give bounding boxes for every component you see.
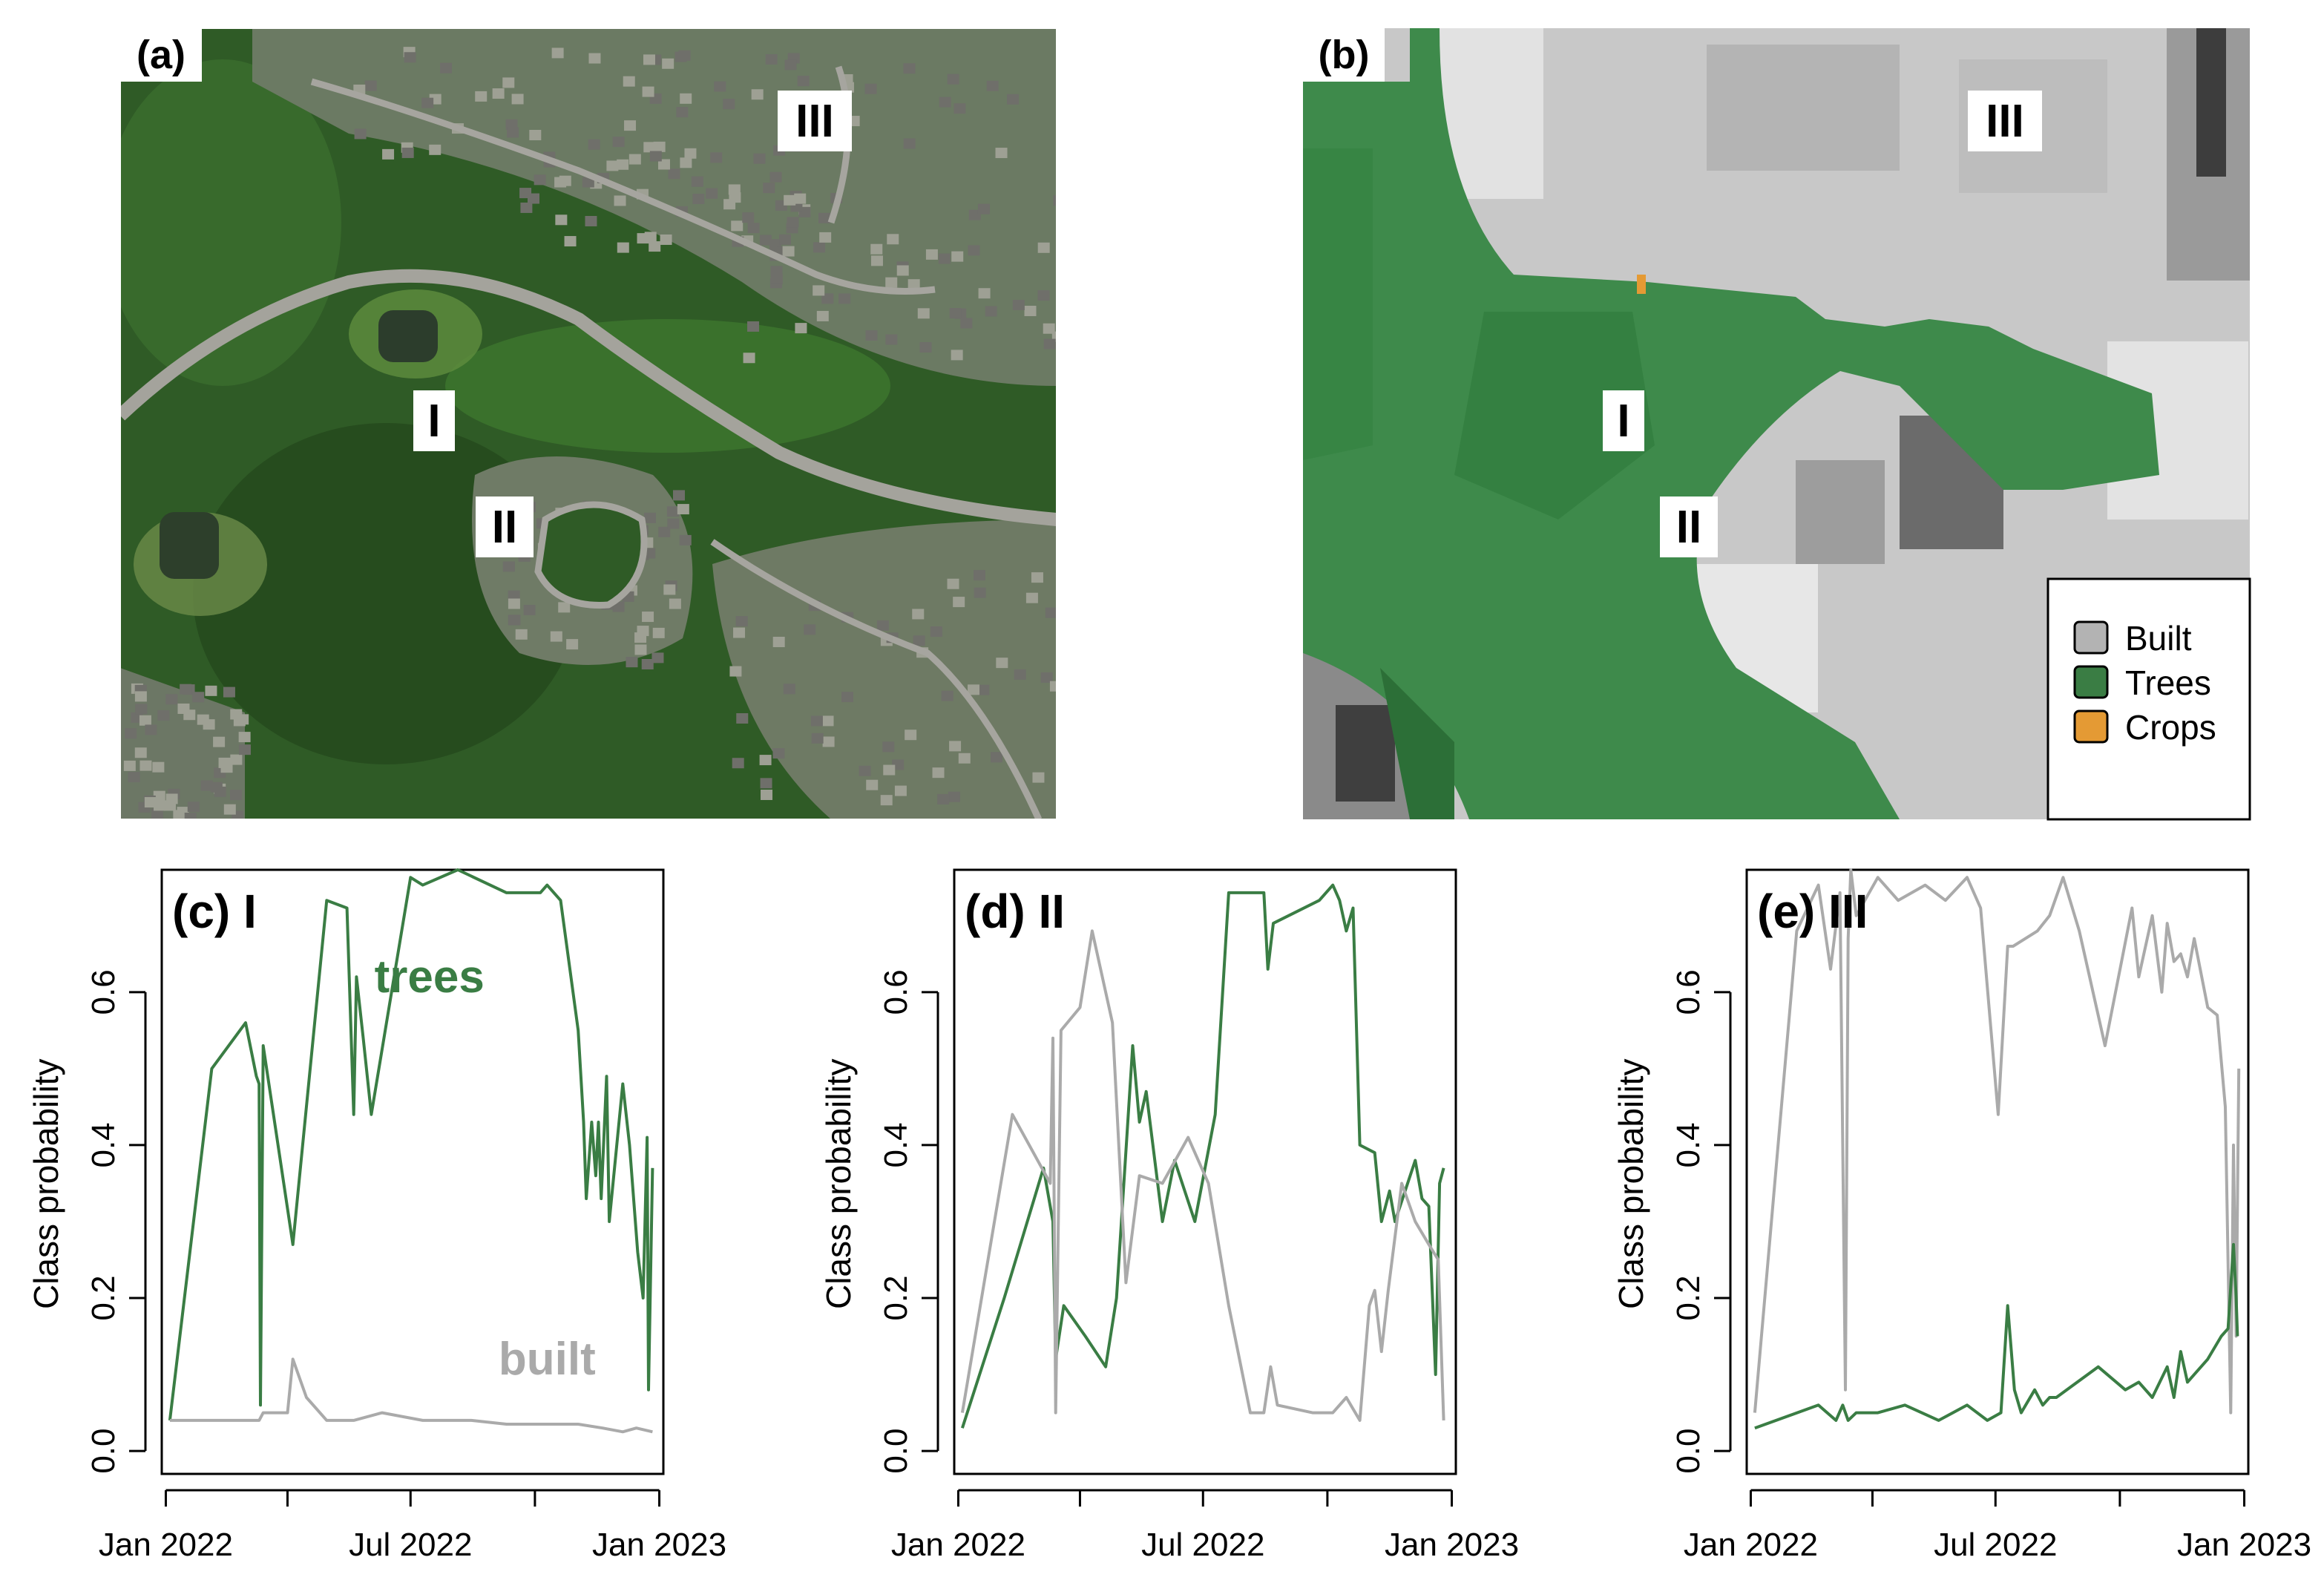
- series-line-trees: [168, 868, 654, 1421]
- chart-frame: [1745, 868, 2250, 1475]
- y-axis-label: Class probability: [819, 1059, 858, 1309]
- panel-a-marker-I-box: [413, 390, 455, 451]
- panel-a-marker-III-box: [778, 91, 852, 151]
- panel-b-marker-III: III: [1986, 96, 2024, 147]
- chart-title: (d) II: [965, 885, 1065, 938]
- panel-a-marker-I: I: [427, 396, 440, 447]
- panel-b-marker-III-box: [1968, 91, 2042, 151]
- map-legend: Built Trees Crops: [2046, 577, 2251, 821]
- legend-label-built: Built: [2125, 619, 2192, 658]
- y-tick-label: 0.6: [85, 969, 122, 1015]
- chart-frame: [953, 868, 1457, 1475]
- panel-b-classification-map: Built Trees Crops: [1303, 28, 2251, 821]
- legend-label-crops: Crops: [2125, 708, 2216, 747]
- x-tick-label: Jan 2023: [1385, 1527, 1519, 1563]
- y-tick-label: 0.0: [878, 1429, 914, 1474]
- y-tick-label: 0.0: [85, 1429, 122, 1474]
- y-axis-label: Class probability: [27, 1059, 65, 1309]
- x-tick-label: Jan 2022: [891, 1527, 1025, 1563]
- panel-b-marker-I-box: [1603, 390, 1644, 451]
- y-tick-label: 0.4: [85, 1122, 122, 1167]
- y-tick-label: 0.6: [878, 969, 914, 1015]
- chart-title: (e) III: [1757, 885, 1868, 938]
- x-tick-label: Jan 2023: [592, 1527, 726, 1563]
- panel-a-aerial-image: [119, 27, 1057, 820]
- annotation-trees: trees: [375, 951, 485, 1003]
- panel-a-marker-II-box: [476, 496, 534, 557]
- panel-a-marker-II: II: [492, 502, 517, 553]
- panel-b-label-box: [1303, 28, 1385, 82]
- chart-0: (c) I 0.0 0.2 0.4 0.6 Class probability Jan 20…: [27, 868, 726, 1563]
- y-tick-label: 0.6: [1670, 969, 1707, 1015]
- x-tick-label: Jul 2022: [1141, 1527, 1264, 1563]
- x-tick-label: Jan 2022: [99, 1527, 233, 1563]
- legend-swatch-crops: [2073, 709, 2109, 744]
- y-tick-label: 0.2: [878, 1275, 914, 1320]
- y-tick-label: 0.2: [1670, 1275, 1707, 1320]
- annotation-built: built: [499, 1334, 596, 1385]
- series-line-built: [169, 1357, 653, 1434]
- y-axis-label: Class probability: [1612, 1059, 1650, 1309]
- chart-frame: [160, 868, 665, 1475]
- legend-swatch-trees: [2073, 665, 2109, 699]
- panel-b-marker-II: II: [1676, 502, 1701, 553]
- y-tick-label: 0.2: [85, 1275, 122, 1320]
- chart-1: (d) II 0.0 0.2 0.4 0.6 Class probability Jan 2…: [819, 868, 1519, 1563]
- legend-swatch-built: [2073, 620, 2109, 655]
- legend-label-trees: Trees: [2125, 663, 2211, 702]
- series-line-trees: [1754, 1242, 2239, 1430]
- panel-b-marker-I: I: [1617, 396, 1629, 447]
- y-tick-label: 0.4: [1670, 1122, 1707, 1167]
- x-tick-label: Jan 2022: [1684, 1527, 1818, 1563]
- chart-title: (c) I: [172, 885, 257, 938]
- panel-a-marker-III: III: [795, 96, 834, 147]
- panel-b-label: (b): [1319, 33, 1370, 77]
- series-line-built: [960, 929, 1445, 1422]
- panel-a-label-box: [120, 28, 202, 82]
- x-tick-label: Jan 2023: [2177, 1527, 2311, 1563]
- chart-2: (e) III 0.0 0.2 0.4 0.6 Class probability Jan …: [1612, 868, 2311, 1563]
- y-tick-label: 0.0: [1670, 1429, 1707, 1474]
- x-tick-label: Jul 2022: [1934, 1527, 2057, 1563]
- panel-b-marker-II-box: [1660, 496, 1718, 557]
- series-line-built: [1753, 868, 2241, 1415]
- x-tick-label: Jul 2022: [349, 1527, 472, 1563]
- panel-a-label: (a): [137, 33, 186, 77]
- y-tick-label: 0.4: [878, 1122, 914, 1167]
